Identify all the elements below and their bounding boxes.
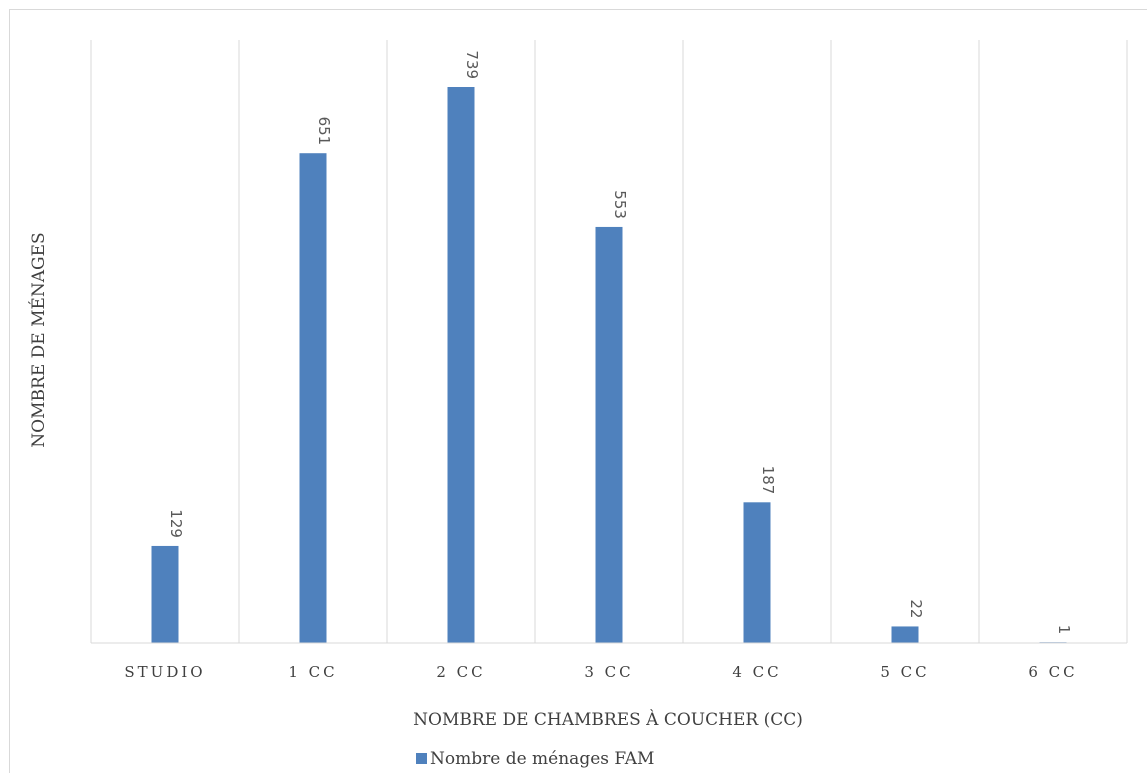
bars xyxy=(151,87,1067,644)
bar xyxy=(299,153,327,644)
x-tick-labels: STUDIO 1 CC 2 CC 3 CC 4 CC 5 CC 6 CC xyxy=(124,663,1077,681)
x-tick-label: 4 CC xyxy=(732,663,781,681)
bar xyxy=(891,626,919,643)
x-tick-label: STUDIO xyxy=(124,663,205,681)
data-label: 553 xyxy=(611,190,629,219)
legend-swatch xyxy=(416,753,427,764)
x-tick-label: 6 CC xyxy=(1028,663,1077,681)
legend-entry: Nombre de ménages FAM xyxy=(430,749,654,769)
bar xyxy=(743,502,771,643)
chart-frame xyxy=(9,9,1147,773)
bar xyxy=(595,226,623,643)
x-tick-label: 1 CC xyxy=(288,663,337,681)
data-label: 187 xyxy=(759,466,777,495)
category-gridlines xyxy=(90,40,1128,643)
x-axis-title: NOMBRE DE CHAMBRES À COUCHER (CC) xyxy=(413,709,803,730)
data-label: 1 xyxy=(1055,625,1073,635)
legend: Nombre de ménages FAM xyxy=(416,749,654,769)
x-tick-label: 2 CC xyxy=(436,663,485,681)
data-labels: 129 651 739 553 187 22 1 xyxy=(167,50,1073,634)
data-label: 739 xyxy=(463,50,481,79)
bar xyxy=(447,87,475,643)
x-tick-label: 3 CC xyxy=(584,663,633,681)
data-label: 129 xyxy=(167,509,185,538)
bar xyxy=(151,545,179,643)
data-label: 651 xyxy=(315,117,333,146)
x-tick-label: 5 CC xyxy=(880,663,929,681)
y-axis-title: NOMBRE DE MÉNAGES xyxy=(28,232,49,447)
data-label: 22 xyxy=(907,599,925,618)
